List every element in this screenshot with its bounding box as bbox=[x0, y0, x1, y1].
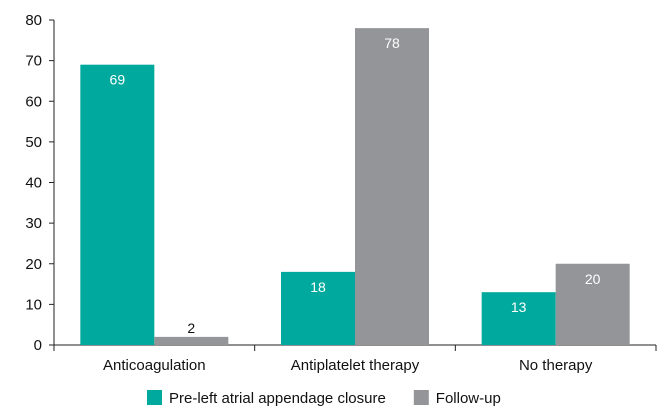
bar bbox=[555, 263, 630, 345]
data-label: 69 bbox=[110, 72, 126, 88]
y-tick-label: 0 bbox=[34, 337, 42, 354]
y-tick-label: 70 bbox=[25, 53, 42, 70]
legend-swatch bbox=[413, 390, 429, 405]
x-tick-label: Antiplatelet therapy bbox=[291, 357, 420, 374]
data-label: 20 bbox=[585, 271, 601, 287]
bar bbox=[355, 28, 429, 345]
y-tick-label: 50 bbox=[25, 134, 42, 151]
y-tick-label: 10 bbox=[25, 296, 42, 313]
legend-swatch bbox=[147, 390, 162, 405]
bar bbox=[154, 336, 229, 345]
y-tick-label: 60 bbox=[25, 93, 42, 110]
y-tick-label: 80 bbox=[25, 12, 42, 29]
data-label: 2 bbox=[187, 320, 195, 336]
data-label: 78 bbox=[384, 35, 400, 51]
y-tick-label: 40 bbox=[25, 175, 42, 192]
bars: 69 2 18 78 13 20 bbox=[80, 28, 630, 345]
legend-label: Pre-left atrial appendage closure bbox=[169, 390, 386, 407]
data-label: 13 bbox=[511, 299, 527, 315]
x-tick-label: Anticoagulation bbox=[103, 357, 206, 374]
y-axis: 0 10 20 30 40 50 60 70 80 bbox=[25, 12, 55, 354]
legend: Pre-left atrial appendage closure Follow-… bbox=[147, 390, 501, 407]
bar bbox=[80, 64, 155, 345]
legend-label: Follow-up bbox=[436, 390, 501, 407]
y-tick-label: 20 bbox=[25, 256, 42, 273]
bar bbox=[281, 271, 355, 345]
bar bbox=[481, 292, 556, 345]
y-tick-label: 30 bbox=[25, 215, 42, 232]
x-tick-label: No therapy bbox=[519, 357, 593, 374]
x-axis: Anticoagulation Antiplatelet therapy No th… bbox=[53, 344, 657, 374]
data-label: 18 bbox=[310, 279, 326, 295]
